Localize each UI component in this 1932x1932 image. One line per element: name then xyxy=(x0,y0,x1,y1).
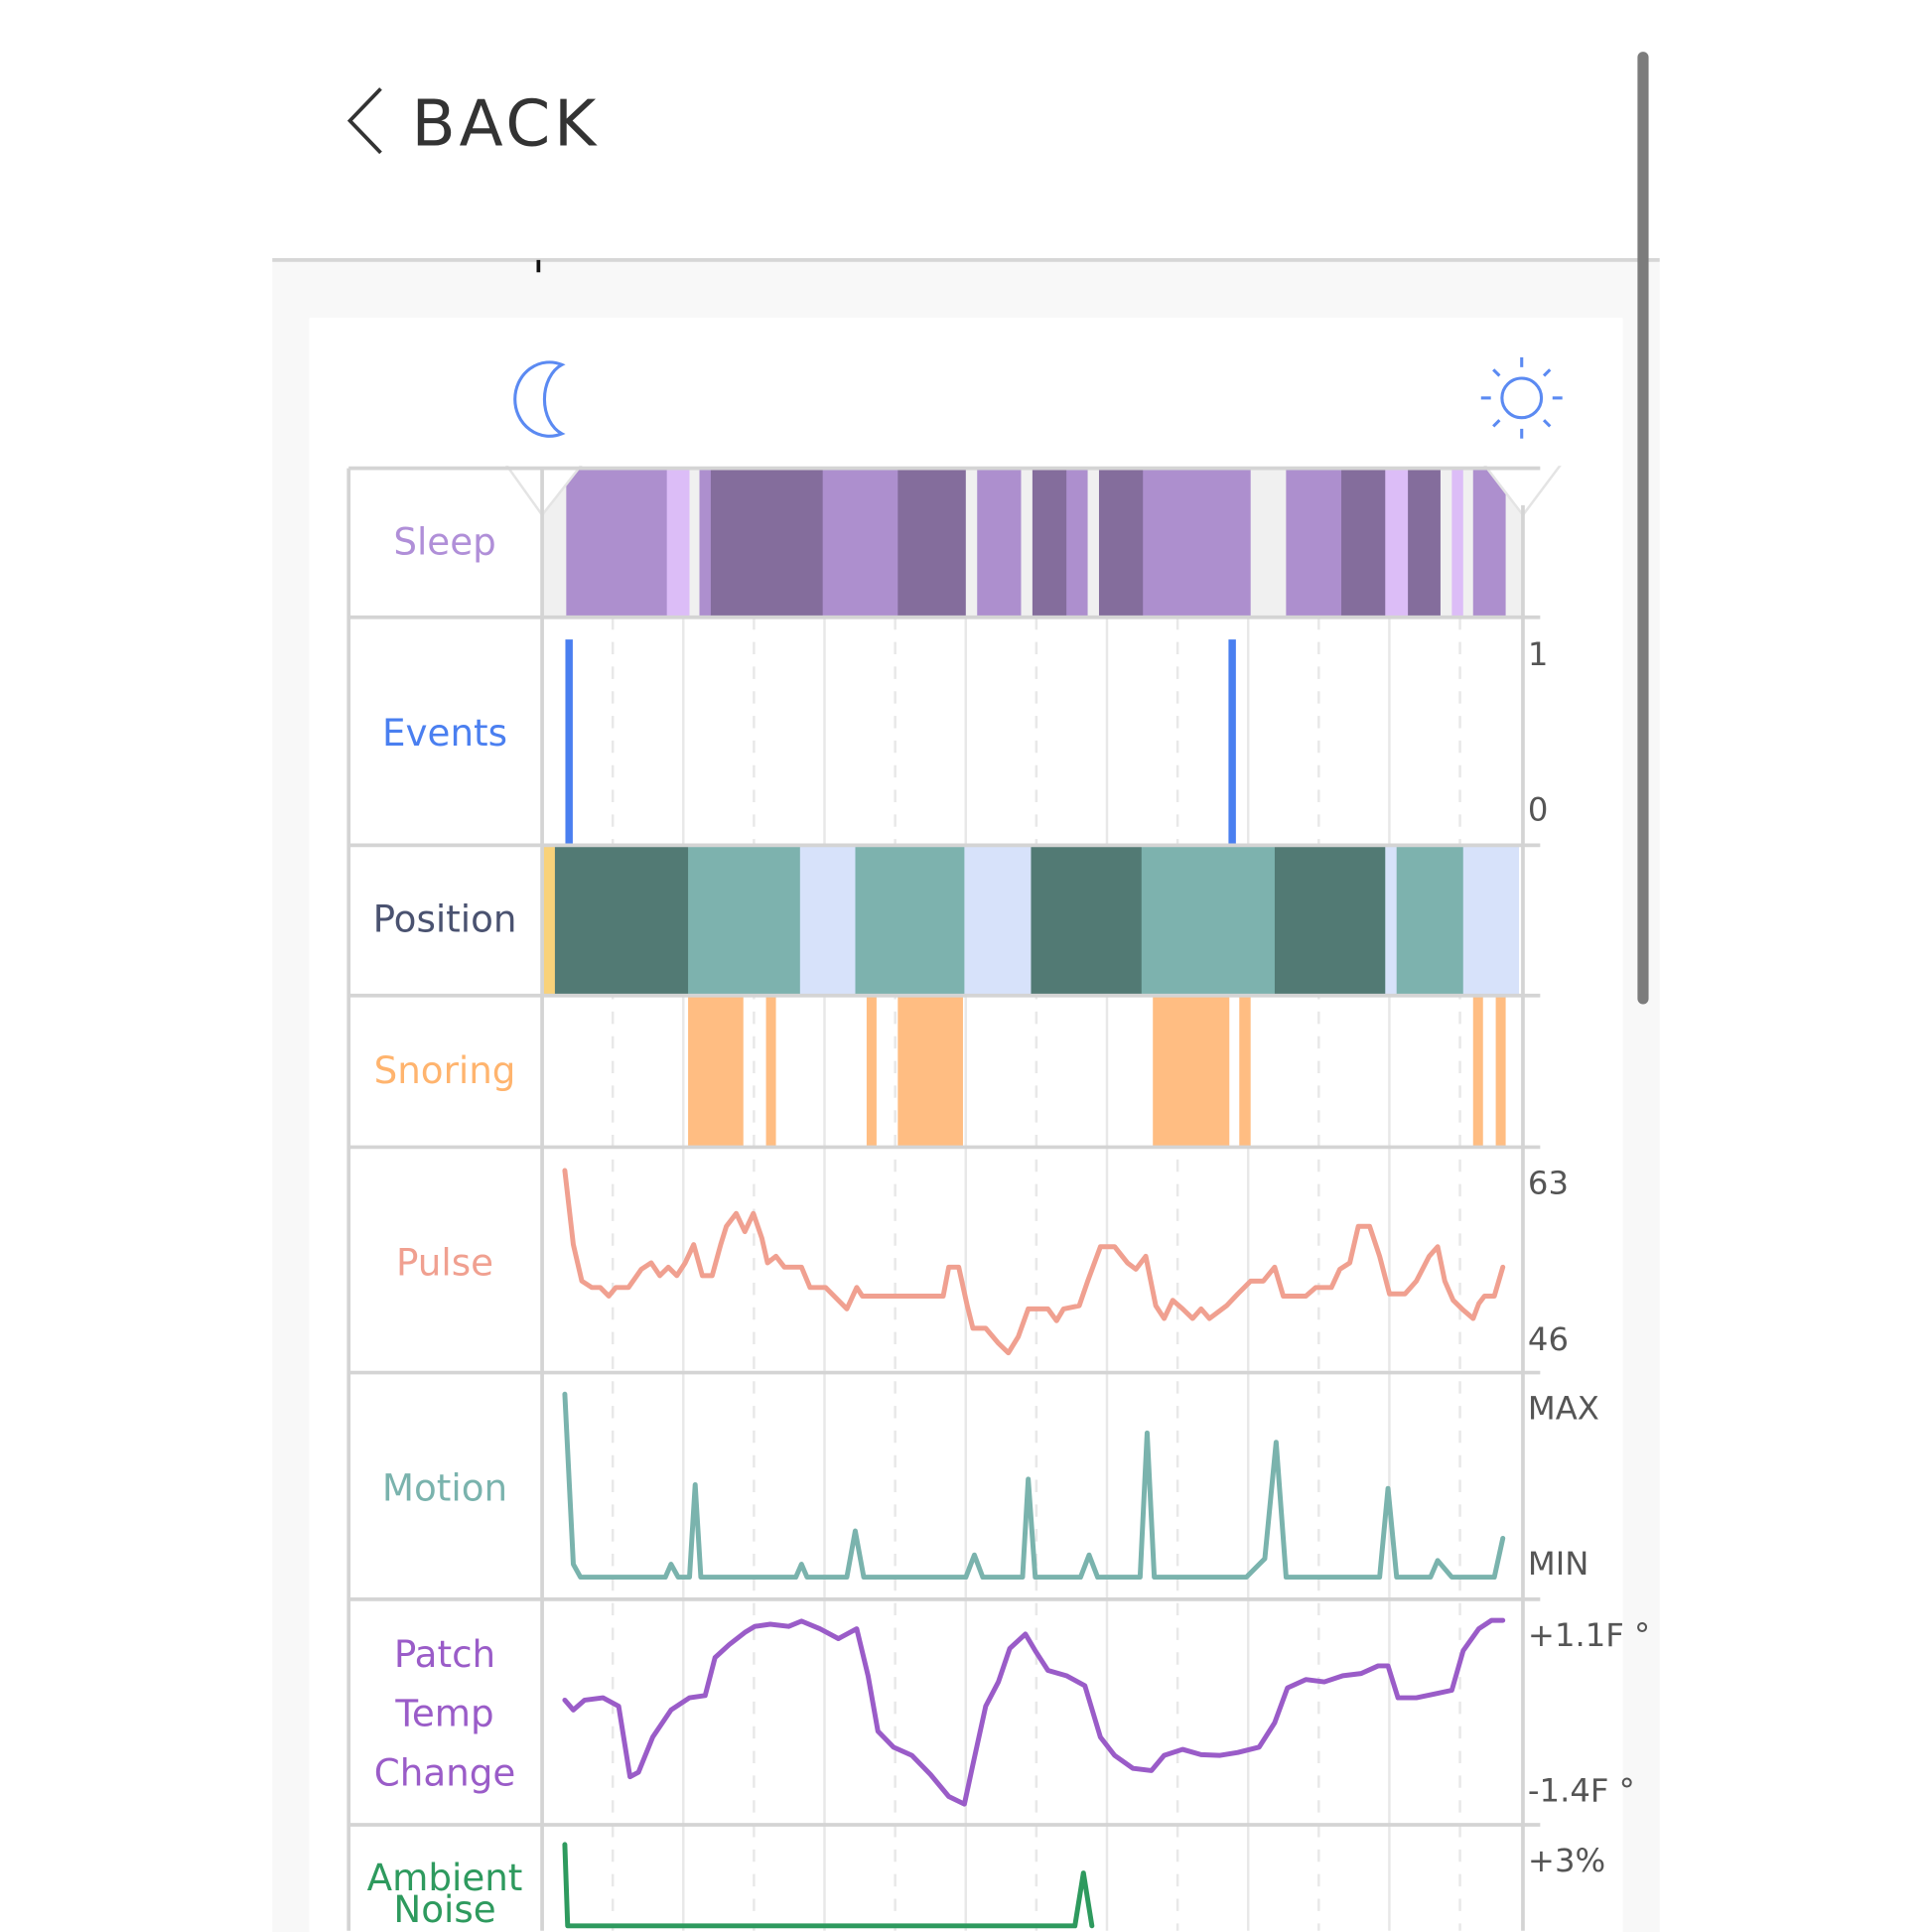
sleep-segment-medium xyxy=(1066,468,1089,618)
sleep-segment-medium xyxy=(977,468,1023,618)
pulse-max-label: 63 xyxy=(1528,1165,1569,1202)
ambient-max-label: +3% xyxy=(1528,1842,1605,1879)
events-min-label: 0 xyxy=(1528,791,1549,829)
sleep-segment-awake xyxy=(1087,468,1100,618)
sleep-segment-awake xyxy=(965,468,978,618)
position-segment-teal xyxy=(688,845,801,996)
row-label-position: Position xyxy=(373,897,517,940)
ambient-noise-line xyxy=(562,1842,1095,1929)
sleep-segment-awake xyxy=(1440,468,1452,618)
row-label-ambient-1: Ambient xyxy=(367,1856,523,1899)
patch-temp-line xyxy=(562,1617,1506,1807)
sleep-segment-deep xyxy=(1098,468,1144,618)
row-label-snoring: Snoring xyxy=(374,1048,516,1092)
position-segment-light xyxy=(1385,845,1398,996)
snoring-segment xyxy=(765,995,776,1148)
snoring-segment xyxy=(897,995,963,1148)
scrollbar[interactable] xyxy=(1637,52,1649,1005)
patch-max-label: +1.1F ° xyxy=(1528,1616,1650,1654)
snoring-segment xyxy=(866,995,877,1148)
position-segment-light xyxy=(1462,845,1520,996)
row-label-motion: Motion xyxy=(382,1466,507,1510)
position-segment-light xyxy=(964,845,1033,996)
sleep-segment-awake xyxy=(1250,468,1287,618)
motion-min-label: MIN xyxy=(1528,1545,1588,1583)
row-label-ambient-2: Noise xyxy=(393,1887,495,1931)
sleep-segment-medium xyxy=(1286,468,1342,618)
events-max-label: 1 xyxy=(1528,635,1549,673)
sleep-segment-light xyxy=(666,468,691,618)
back-label: BACK xyxy=(412,86,601,161)
back-button[interactable]: BACK xyxy=(346,86,601,161)
row-label-sleep: Sleep xyxy=(393,519,495,563)
sleep-segment-medium xyxy=(699,468,712,618)
sleep-segment-medium xyxy=(1143,468,1252,618)
sleep-segment-deep xyxy=(1408,468,1442,618)
chevron-left-icon xyxy=(346,87,382,155)
motion-max-label: MAX xyxy=(1528,1390,1599,1428)
sleep-segment-light xyxy=(1451,468,1464,618)
sleep-segment-medium xyxy=(1472,468,1507,618)
row-label-patch-1: Patch xyxy=(394,1632,495,1676)
sleep-segment-deep xyxy=(897,468,967,618)
position-segment-yellow xyxy=(542,845,556,996)
chart-marks xyxy=(542,468,1524,1929)
sun-icon xyxy=(1480,356,1563,439)
sleep-segment-awake xyxy=(689,468,701,618)
row-label-patch-2: Temp xyxy=(394,1692,493,1735)
row-label-events: Events xyxy=(382,711,507,755)
sleep-segment-deep xyxy=(1032,468,1067,618)
sleep-segment-medium xyxy=(566,468,668,618)
patch-min-label: -1.4F ° xyxy=(1528,1771,1635,1809)
snoring-segment xyxy=(1153,995,1230,1148)
pulse-line xyxy=(562,1168,1506,1356)
sleep-segment-awake xyxy=(1021,468,1034,618)
position-segment-teal xyxy=(1141,845,1276,996)
position-segment-dark xyxy=(1274,845,1386,996)
sleep-segment-medium xyxy=(822,468,898,618)
motion-line xyxy=(562,1391,1506,1581)
sleep-segment-awake xyxy=(1462,468,1474,618)
sleep-segment-deep xyxy=(1341,468,1386,618)
row-label-pulse: Pulse xyxy=(396,1241,493,1285)
moon-icon xyxy=(513,360,566,438)
snoring-segment xyxy=(1495,995,1506,1148)
snoring-segment xyxy=(1239,995,1251,1148)
snoring-segment xyxy=(688,995,744,1148)
position-segment-dark xyxy=(554,845,689,996)
event-bar xyxy=(1228,639,1236,846)
table-frame xyxy=(346,466,1541,1931)
position-segment-light xyxy=(799,845,857,996)
position-segment-teal xyxy=(1396,845,1464,996)
chart-grid xyxy=(611,617,1461,1931)
sleep-segment-deep xyxy=(710,468,824,618)
sleep-segment-light xyxy=(1385,468,1409,618)
pulse-min-label: 46 xyxy=(1528,1320,1569,1358)
position-segment-dark xyxy=(1031,845,1143,996)
position-segment-teal xyxy=(855,845,966,996)
event-bar xyxy=(565,639,573,846)
row-label-patch-3: Change xyxy=(374,1750,516,1794)
snoring-segment xyxy=(1472,995,1483,1148)
